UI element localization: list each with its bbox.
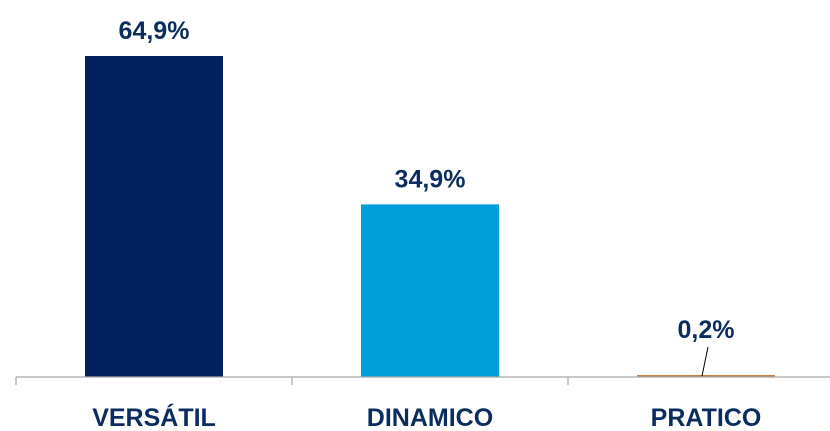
data-label-dinamico: 34,9%: [395, 165, 466, 193]
data-label-pratico: 0,2%: [678, 316, 735, 344]
data-label-versatil: 64,9%: [119, 17, 190, 45]
bar-dinamico: [361, 204, 499, 377]
category-label-dinamico: DINAMICO: [367, 404, 493, 431]
category-label-pratico: PRATICO: [651, 404, 762, 431]
bar-versatil: [85, 56, 223, 377]
category-label-versatil: VERSÁTIL: [92, 403, 216, 431]
bar-pratico: [637, 375, 775, 377]
leader-line: [701, 346, 709, 377]
